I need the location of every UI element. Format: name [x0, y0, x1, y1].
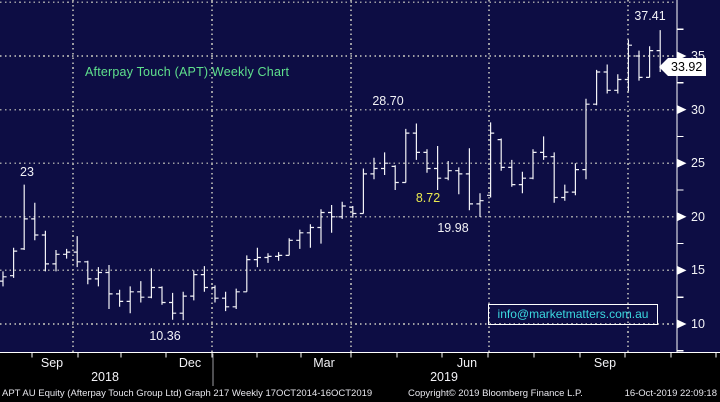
watermark-email-text: info@marketmatters.com.au	[497, 307, 649, 321]
price-annotation: 10.36	[149, 329, 181, 343]
footer-timestamp: 16-Oct-2019 22:09:18	[624, 388, 717, 399]
x-axis-month-label: Mar	[313, 356, 335, 370]
x-axis-month-label: Jun	[456, 356, 478, 370]
x-axis-year-label: 2018	[91, 370, 119, 384]
x-axis-month-label: Dec	[178, 356, 202, 370]
price-annotation: 8.72	[415, 191, 441, 205]
price-annotation: 19.98	[437, 221, 469, 235]
y-axis-tick-label: 20	[691, 210, 705, 224]
footer-security-description: APT AU Equity (Afterpay Touch Group Ltd)…	[2, 388, 373, 399]
x-axis-month-label: Sep	[40, 356, 64, 370]
chart-title: Afterpay Touch (APT):Weekly Chart	[85, 65, 290, 79]
status-bar: APT AU Equity (Afterpay Touch Group Ltd)…	[0, 388, 720, 402]
watermark-info-box: info@marketmatters.com.au	[488, 304, 658, 325]
last-price-callout: 33.92	[659, 58, 707, 76]
last-price-value: 33.92	[671, 60, 703, 74]
price-annotation: 23	[20, 165, 34, 179]
y-axis-tick-label: 25	[691, 156, 705, 170]
y-axis-tick-label: 15	[691, 263, 705, 277]
x-axis-month-label: Sep	[593, 356, 617, 370]
y-axis-tick-label: 10	[691, 317, 705, 331]
callout-arrow-icon	[659, 58, 668, 76]
y-axis-tick-label: 30	[691, 103, 705, 117]
price-annotation: 37.41	[634, 9, 666, 23]
footer-copyright: Copyright© 2019 Bloomberg Finance L.P.	[408, 388, 583, 399]
x-axis-year-label: 2019	[430, 370, 458, 384]
price-annotation: 28.70	[372, 94, 404, 108]
